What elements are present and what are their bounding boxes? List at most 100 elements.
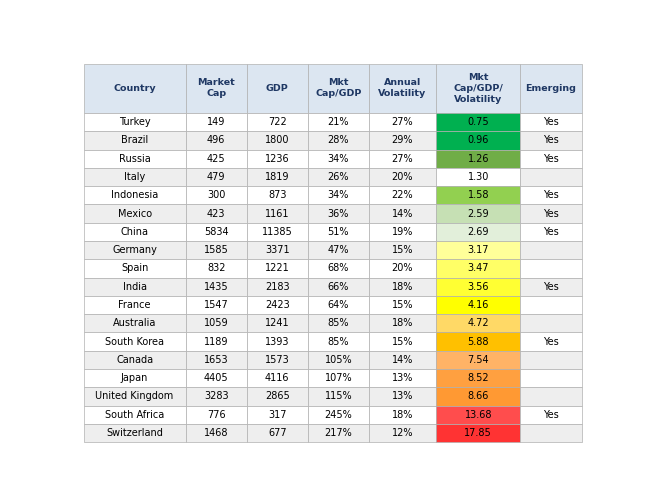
- Bar: [247, 369, 308, 387]
- Text: 317: 317: [268, 410, 287, 420]
- Text: 3371: 3371: [265, 245, 289, 255]
- Bar: [520, 150, 582, 168]
- Text: 4.16: 4.16: [467, 300, 489, 310]
- Bar: [436, 369, 520, 387]
- Bar: [84, 406, 186, 424]
- Text: 722: 722: [268, 117, 287, 127]
- Bar: [84, 424, 186, 442]
- Bar: [308, 131, 369, 150]
- Bar: [436, 131, 520, 150]
- Bar: [520, 259, 582, 277]
- Bar: [436, 406, 520, 424]
- Text: 3283: 3283: [204, 391, 228, 402]
- Text: 245%: 245%: [324, 410, 352, 420]
- Bar: [520, 131, 582, 150]
- Text: 26%: 26%: [328, 172, 349, 182]
- Text: 105%: 105%: [324, 355, 352, 365]
- Bar: [186, 64, 247, 113]
- Text: 36%: 36%: [328, 209, 349, 219]
- Bar: [308, 259, 369, 277]
- Text: 34%: 34%: [328, 190, 349, 200]
- Text: 2.69: 2.69: [467, 227, 489, 237]
- Bar: [308, 205, 369, 223]
- Text: 479: 479: [207, 172, 225, 182]
- Text: 1059: 1059: [204, 318, 228, 328]
- Text: China: China: [121, 227, 149, 237]
- Bar: [247, 424, 308, 442]
- Bar: [520, 241, 582, 259]
- Bar: [308, 64, 369, 113]
- Bar: [247, 277, 308, 296]
- Bar: [520, 296, 582, 314]
- Text: 3.56: 3.56: [467, 282, 489, 292]
- Bar: [520, 314, 582, 332]
- Bar: [520, 223, 582, 241]
- Text: United Kingdom: United Kingdom: [95, 391, 174, 402]
- Text: 1468: 1468: [204, 428, 228, 438]
- Bar: [308, 296, 369, 314]
- Bar: [247, 186, 308, 205]
- Bar: [369, 406, 436, 424]
- Bar: [186, 168, 247, 186]
- Bar: [84, 64, 186, 113]
- Bar: [247, 259, 308, 277]
- Text: 27%: 27%: [392, 154, 413, 164]
- Text: 300: 300: [207, 190, 225, 200]
- Text: Japan: Japan: [121, 373, 148, 383]
- Text: Canada: Canada: [116, 355, 153, 365]
- Bar: [247, 332, 308, 351]
- Text: 47%: 47%: [328, 245, 349, 255]
- Text: 21%: 21%: [328, 117, 349, 127]
- Bar: [186, 259, 247, 277]
- Bar: [308, 424, 369, 442]
- Bar: [186, 387, 247, 406]
- Bar: [84, 113, 186, 131]
- Bar: [369, 205, 436, 223]
- Text: 85%: 85%: [328, 318, 349, 328]
- Bar: [436, 351, 520, 369]
- Text: 8.66: 8.66: [467, 391, 489, 402]
- Text: 20%: 20%: [392, 263, 413, 273]
- Bar: [247, 150, 308, 168]
- Bar: [308, 223, 369, 241]
- Bar: [436, 64, 520, 113]
- Text: 18%: 18%: [392, 410, 413, 420]
- Text: 85%: 85%: [328, 337, 349, 347]
- Text: 18%: 18%: [392, 282, 413, 292]
- Bar: [369, 64, 436, 113]
- Bar: [436, 168, 520, 186]
- Bar: [520, 332, 582, 351]
- Bar: [84, 241, 186, 259]
- Bar: [369, 296, 436, 314]
- Text: 1573: 1573: [265, 355, 289, 365]
- Bar: [308, 332, 369, 351]
- Bar: [369, 351, 436, 369]
- Text: Annual
Volatility: Annual Volatility: [378, 78, 426, 98]
- Text: 0.96: 0.96: [467, 135, 489, 145]
- Bar: [186, 369, 247, 387]
- Bar: [436, 314, 520, 332]
- Text: 8.52: 8.52: [467, 373, 489, 383]
- Text: 1435: 1435: [204, 282, 228, 292]
- Text: Spain: Spain: [121, 263, 148, 273]
- Text: 14%: 14%: [392, 209, 413, 219]
- Text: 68%: 68%: [328, 263, 349, 273]
- Text: 15%: 15%: [392, 337, 413, 347]
- Bar: [308, 314, 369, 332]
- Text: Mkt
Cap/GDP/
Volatility: Mkt Cap/GDP/ Volatility: [453, 73, 503, 104]
- Bar: [308, 150, 369, 168]
- Bar: [186, 223, 247, 241]
- Bar: [84, 296, 186, 314]
- Text: 4.72: 4.72: [467, 318, 489, 328]
- Bar: [186, 332, 247, 351]
- Bar: [247, 223, 308, 241]
- Bar: [520, 113, 582, 131]
- Text: Russia: Russia: [119, 154, 151, 164]
- Bar: [84, 277, 186, 296]
- Text: 1.26: 1.26: [467, 154, 489, 164]
- Text: 2.59: 2.59: [467, 209, 489, 219]
- Text: South Korea: South Korea: [105, 337, 164, 347]
- Text: 677: 677: [268, 428, 287, 438]
- Text: 1241: 1241: [265, 318, 289, 328]
- Text: 1393: 1393: [265, 337, 289, 347]
